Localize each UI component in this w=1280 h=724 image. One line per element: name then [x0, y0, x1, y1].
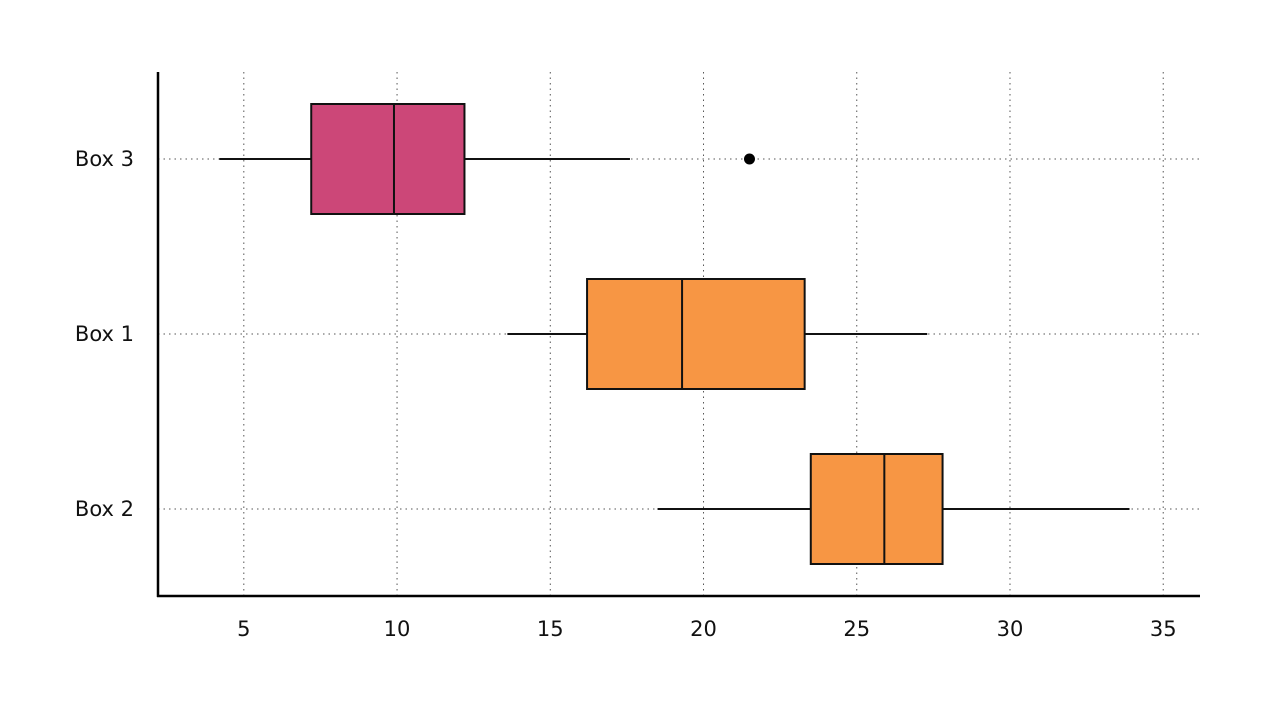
x-tick-label: 30	[997, 617, 1024, 641]
axis-layer	[156, 72, 1200, 598]
x-tick-label: 5	[237, 617, 250, 641]
outlier-point	[743, 153, 755, 165]
iqr-box	[586, 278, 806, 390]
y-tick-label: Box 1	[75, 322, 134, 346]
y-tick-label: Box 2	[75, 497, 134, 521]
x-tick-label: 35	[1150, 617, 1177, 641]
x-tick-label: 15	[537, 617, 564, 641]
x-tick-label: 25	[843, 617, 870, 641]
iqr-box	[809, 453, 944, 565]
x-tick-label: 10	[384, 617, 411, 641]
label-layer: 5 10 15 20 25 30 35 Box 3 Box 1 Box 2	[75, 147, 1177, 641]
box-plot-item	[657, 453, 1130, 565]
box-plot-item	[219, 103, 755, 215]
box-layer	[219, 103, 1130, 565]
iqr-box	[310, 103, 466, 215]
x-tick-label: 20	[690, 617, 717, 641]
box-plot-item	[507, 278, 928, 390]
y-tick-label: Box 3	[75, 147, 134, 171]
